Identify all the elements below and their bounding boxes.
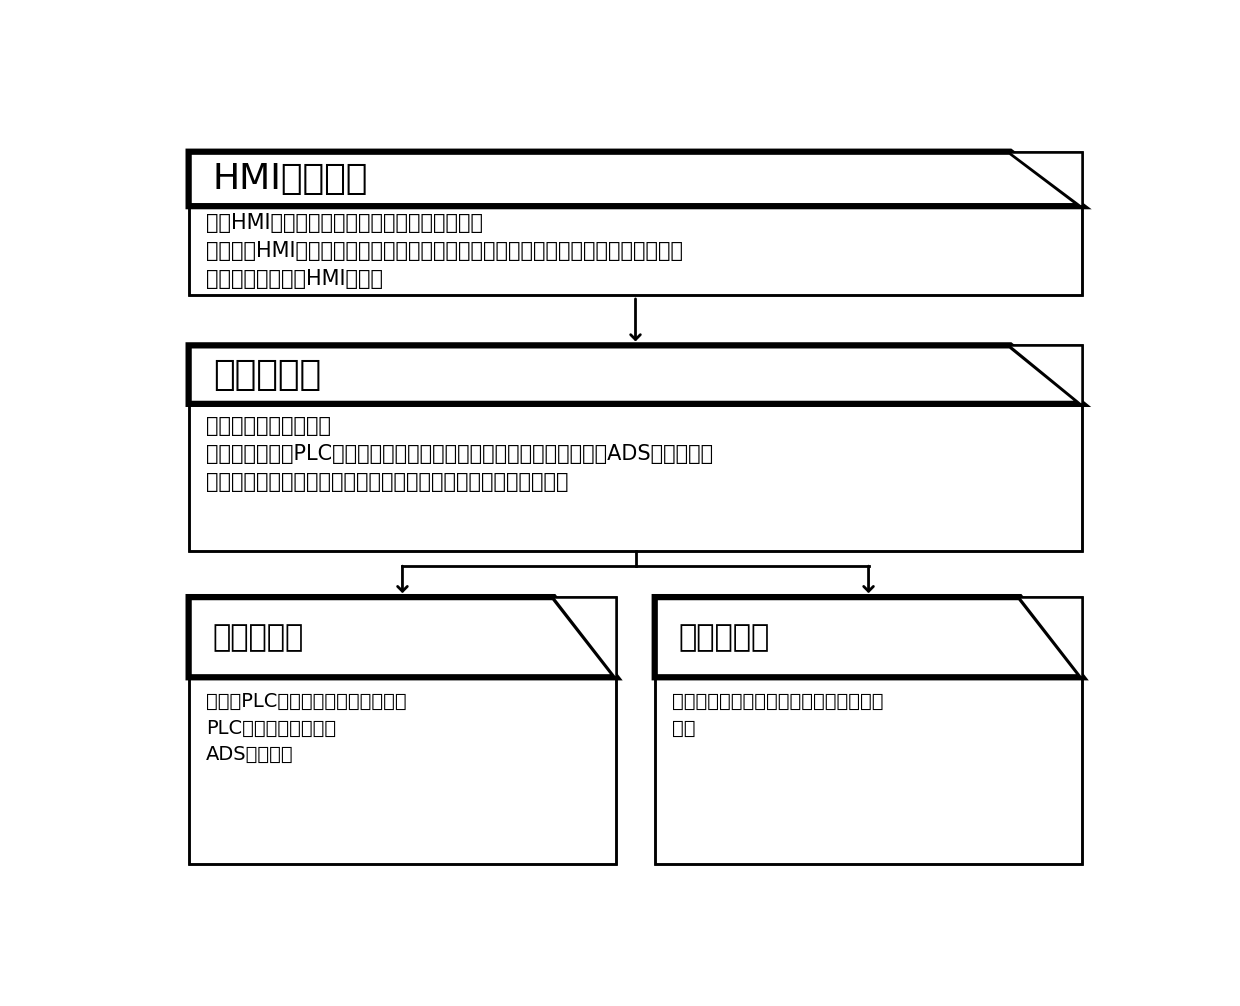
Polygon shape — [1011, 152, 1083, 206]
Text: 实现和PLC之间的通信和参数管理；
PLC参数注册管理模块
ADS对接模块: 实现和PLC之间的通信和参数管理； PLC参数注册管理模块 ADS对接模块 — [206, 692, 407, 765]
Text: 通信管理层: 通信管理层 — [213, 623, 304, 652]
Polygon shape — [188, 598, 616, 677]
Text: 实现所有业务子模块：
权限控制系统，PLC模型，消息中心，动态逻辑脚本系统，通信模块，ADS对接模块，
历史信息模块，产品管理模块，参数管理模块，人工调试模块等: 实现所有业务子模块： 权限控制系统，PLC模型，消息中心，动态逻辑脚本系统，通信… — [206, 415, 713, 492]
Text: 数据存储层: 数据存储层 — [678, 623, 770, 652]
Bar — [188, 152, 1083, 295]
Polygon shape — [655, 598, 1083, 677]
Polygon shape — [1021, 598, 1083, 677]
Bar — [188, 345, 1083, 550]
Text: 业务逻辑层: 业务逻辑层 — [213, 357, 321, 391]
Polygon shape — [188, 152, 1083, 206]
Text: HMI可视化层: HMI可视化层 — [213, 162, 368, 196]
Bar — [655, 598, 1083, 864]
Text: 实现对产品数据、加工及机器参数的存储
管理: 实现对产品数据、加工及机器参数的存储 管理 — [672, 692, 884, 737]
Polygon shape — [188, 345, 1083, 403]
Polygon shape — [1011, 345, 1083, 403]
Bar — [188, 345, 1083, 550]
Bar — [188, 598, 616, 864]
Polygon shape — [554, 598, 616, 677]
Bar — [188, 598, 616, 864]
Text: 实现HMI整体结构，顶部，底部，中部容器等。
实现各种HMI模块，参数设置、饼状图、走势图、日志区域、状态显示区、产品选择
、产品导入等所有HMI元素。: 实现HMI整体结构，顶部，底部，中部容器等。 实现各种HMI模块，参数设置、饼状… — [206, 213, 683, 290]
Bar — [188, 152, 1083, 295]
Bar — [655, 598, 1083, 864]
